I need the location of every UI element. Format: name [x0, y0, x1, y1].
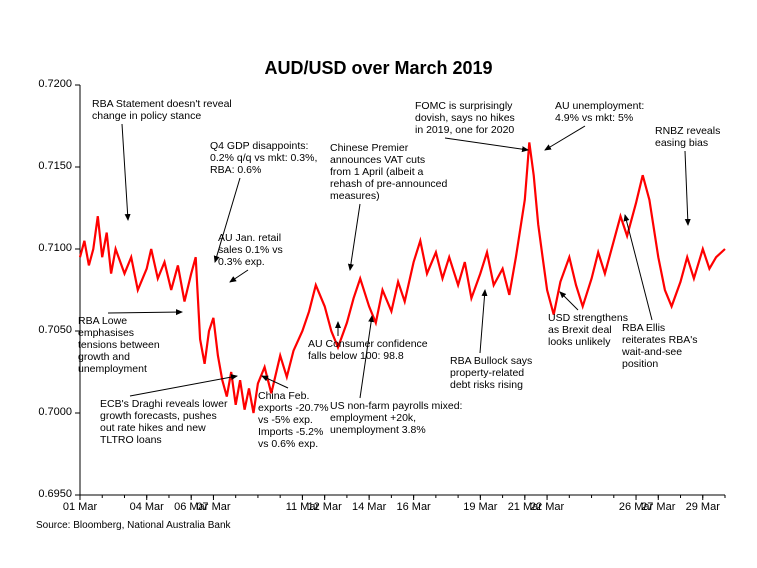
annotation-rba-bullock: RBA Bullock saysproperty-relateddebt ris… — [450, 355, 532, 391]
annotation-au-retail: AU Jan. retailsales 0.1% vs0.3% exp. — [218, 232, 283, 268]
annotation-fomc-dovish: FOMC is surprisinglydovish, says no hike… — [415, 100, 515, 136]
y-tick-label: 0.7200 — [32, 78, 72, 90]
x-tick-label: 22 Mar — [530, 501, 564, 513]
x-tick-label: 04 Mar — [130, 501, 164, 513]
annotation-rba-lowe: RBA Loweemphasisestensions betweengrowth… — [78, 315, 160, 375]
annotation-us-nfp: US non-farm payrolls mixed:employment +2… — [330, 400, 462, 436]
x-tick-label: 19 Mar — [463, 501, 497, 513]
y-tick-label: 0.7050 — [32, 324, 72, 336]
x-tick-label: 12 Mar — [308, 501, 342, 513]
x-tick-label: 27 Mar — [641, 501, 675, 513]
x-tick-label: 07 Mar — [196, 501, 230, 513]
annotation-china-feb: China Feb.exports -20.7%vs -5% exp.Impor… — [258, 390, 329, 450]
annotation-q4-gdp: Q4 GDP disappoints:0.2% q/q vs mkt: 0.3%… — [210, 140, 317, 176]
chart-source: Source: Bloomberg, National Australia Ba… — [36, 520, 231, 531]
x-tick-label: 01 Mar — [63, 501, 97, 513]
x-tick-label: 29 Mar — [686, 501, 720, 513]
annotation-rba-ellis: RBA Ellisreiterates RBA'swait-and-seepos… — [622, 322, 698, 370]
x-tick-label: 16 Mar — [396, 501, 430, 513]
annotation-au-unemployment: AU unemployment:4.9% vs mkt: 5% — [555, 100, 644, 124]
annotation-usd-strengthens: USD strengthensas Brexit deallooks unlik… — [548, 312, 628, 348]
x-tick-label: 14 Mar — [352, 501, 386, 513]
annotation-rnbz: RNBZ revealseasing bias — [655, 125, 720, 149]
chart-svg — [0, 0, 757, 568]
y-tick-label: 0.7000 — [32, 406, 72, 418]
annotation-rba-statement: RBA Statement doesn't revealchange in po… — [92, 98, 232, 122]
annotation-ecb-draghi: ECB's Draghi reveals lowergrowth forecas… — [100, 398, 227, 446]
annotation-au-consumer: AU Consumer confidencefalls below 100: 9… — [308, 338, 428, 362]
y-tick-label: 0.7150 — [32, 160, 72, 172]
annotation-chinese-premier: Chinese Premierannounces VAT cutsfrom 1 … — [330, 142, 447, 202]
y-tick-label: 0.6950 — [32, 488, 72, 500]
y-tick-label: 0.7100 — [32, 242, 72, 254]
